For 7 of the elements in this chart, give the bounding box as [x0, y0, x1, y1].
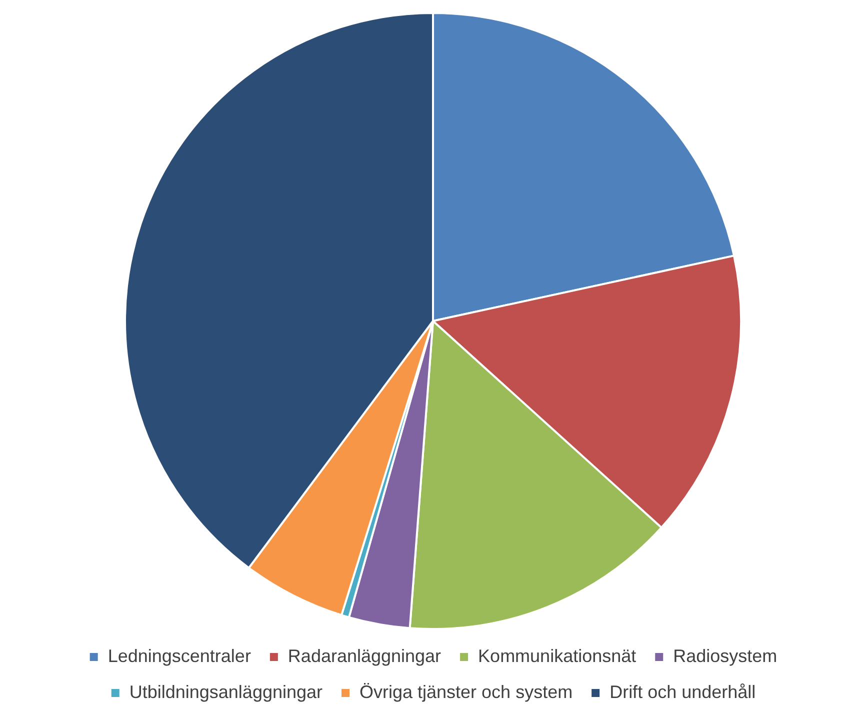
- legend-label: Kommunikationsnät: [478, 646, 636, 666]
- legend-label: Radiosystem: [673, 646, 778, 666]
- legend-label: Drift och underhåll: [610, 682, 756, 702]
- legend-label: Utbildningsanläggningar: [129, 682, 322, 702]
- legend-label: Radaranläggningar: [288, 646, 442, 666]
- legend-label: Ledningscentraler: [108, 646, 251, 666]
- legend-label: Övriga tjänster och system: [359, 682, 573, 702]
